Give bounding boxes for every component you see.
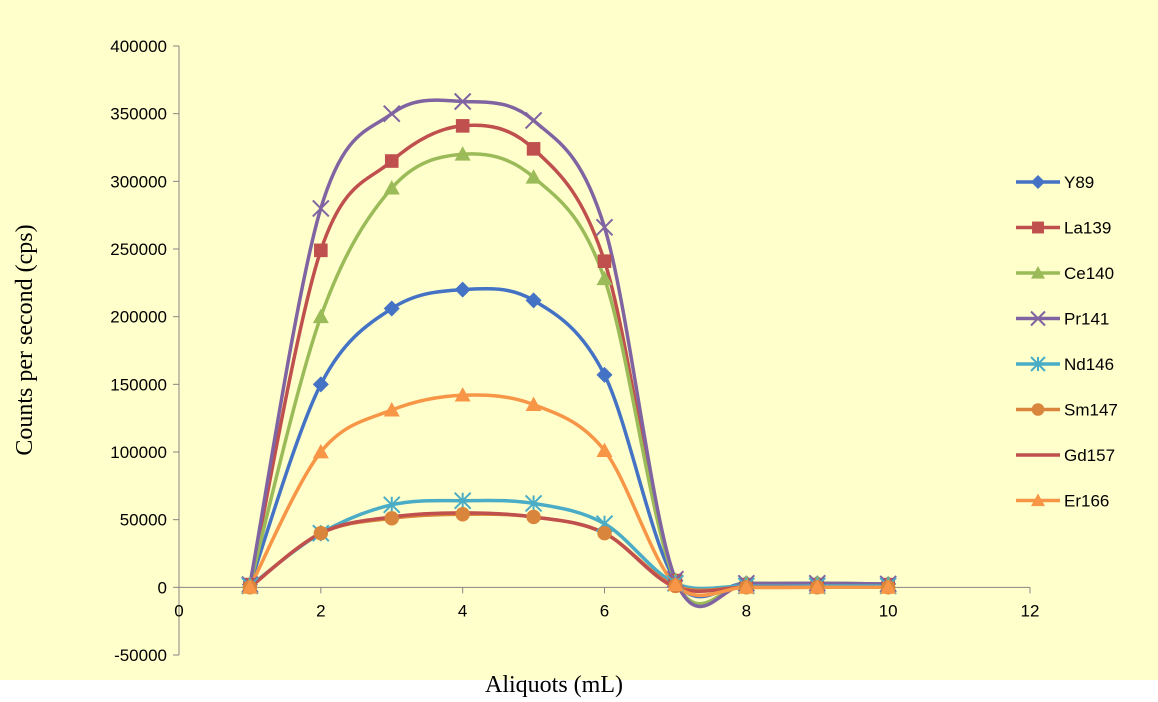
legend-label-ce140: Ce140	[1064, 264, 1114, 283]
data-point-pr141	[595, 218, 614, 237]
y-tick-label: 50000	[120, 511, 167, 530]
data-point-nd146	[383, 496, 401, 514]
series-markers	[241, 92, 897, 595]
data-point-er166	[383, 402, 400, 417]
legend-marker-er166	[1031, 493, 1045, 507]
y-tick-label: 0	[158, 578, 167, 597]
data-point-nd146	[453, 492, 472, 510]
data-point-ce140	[525, 169, 542, 184]
data-point-y89	[454, 281, 471, 298]
legend-label-gd157: Gd157	[1064, 446, 1115, 465]
legend-label-sm147: Sm147	[1064, 401, 1118, 420]
data-point-sm147	[455, 507, 470, 522]
legend-label-er166: Er166	[1064, 492, 1109, 511]
y-tick-label: 250000	[110, 240, 167, 259]
data-point-er166	[667, 576, 684, 592]
x-tick-label: 10	[879, 601, 898, 620]
series-line-la139	[248, 123, 889, 608]
data-point-sm147	[597, 526, 612, 541]
legend: Y89 La139 Ce140 Pr141 Nd146 Sm147 Gd157 Er166	[1016, 173, 1118, 511]
y-tick-label: 400000	[110, 37, 167, 56]
data-point-pr141	[453, 92, 472, 111]
series-line-gd157	[248, 511, 889, 594]
data-point-la139	[314, 243, 328, 258]
x-tick-label: 6	[600, 601, 609, 620]
legend-label-nd146: Nd146	[1064, 355, 1114, 374]
data-point-er166	[809, 579, 826, 594]
legend-marker-ce140	[1031, 266, 1045, 279]
x-tick-label: 8	[742, 601, 751, 620]
x-tick-label: 2	[316, 601, 325, 620]
y-tick-label: 350000	[110, 105, 167, 124]
x-tick-label: 12	[1021, 601, 1040, 620]
data-point-er166	[880, 579, 897, 594]
data-point-er166	[241, 579, 258, 594]
y-axis-title: Counts per second (cps)	[12, 224, 38, 455]
legend-marker-la139	[1032, 221, 1044, 234]
data-point-la139	[597, 254, 612, 268]
series-line-pr141	[248, 98, 889, 609]
series-line-er166	[248, 393, 889, 598]
data-point-sm147	[384, 511, 399, 526]
data-point-pr141	[524, 111, 543, 130]
data-point-ce140	[454, 146, 471, 161]
series-line-ce140	[248, 152, 889, 606]
data-point-la139	[526, 142, 541, 156]
legend-label-y89: Y89	[1064, 173, 1094, 192]
axes: 4000003500003000002500002000001500001000…	[110, 37, 1039, 665]
data-point-er166	[596, 442, 613, 458]
legend-marker-nd146	[1030, 356, 1046, 372]
series-lines	[248, 98, 889, 609]
data-point-sm147	[526, 509, 541, 525]
plot-background	[0, 0, 1158, 680]
data-point-pr141	[312, 199, 330, 218]
data-point-pr141	[383, 104, 401, 123]
data-point-er166	[738, 579, 755, 594]
data-point-la139	[384, 154, 399, 168]
y-tick-label: 200000	[110, 308, 167, 327]
data-point-er166	[525, 396, 542, 412]
data-point-er166	[454, 387, 471, 402]
y-tick-label: 100000	[110, 443, 167, 462]
data-point-sm147	[313, 526, 329, 541]
data-point-ce140	[383, 180, 400, 195]
x-tick-label: 4	[458, 601, 467, 620]
data-point-y89	[312, 376, 329, 393]
series-line-y89	[248, 286, 889, 599]
legend-marker-y89	[1031, 175, 1045, 189]
y-tick-label: 300000	[110, 172, 167, 191]
legend-label-pr141: Pr141	[1064, 310, 1109, 329]
data-point-la139	[455, 119, 470, 133]
data-point-y89	[596, 366, 613, 383]
x-tick-label: 0	[174, 601, 183, 620]
data-point-ce140	[312, 308, 329, 324]
legend-marker-pr141	[1030, 310, 1046, 327]
series-line-nd146	[248, 498, 889, 591]
y-tick-label: 150000	[110, 375, 167, 394]
data-point-er166	[312, 444, 329, 459]
data-point-ce140	[596, 270, 613, 286]
x-axis-title: Aliquots (mL)	[485, 672, 623, 698]
data-point-nd146	[524, 494, 543, 513]
data-point-y89	[525, 292, 542, 309]
y-tick-label: -50000	[114, 646, 167, 665]
data-point-y89	[383, 300, 400, 317]
legend-marker-sm147	[1031, 403, 1045, 416]
legend-label-la139: La139	[1064, 219, 1111, 238]
